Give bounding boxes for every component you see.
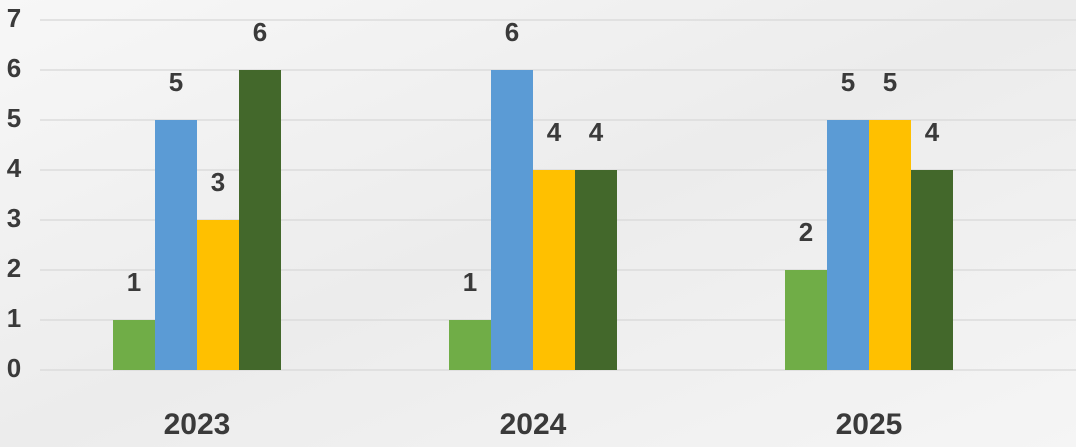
- data-label: 4: [925, 117, 940, 147]
- bar: [113, 320, 155, 370]
- data-label: 3: [211, 167, 225, 197]
- y-tick-label: 5: [7, 103, 21, 133]
- y-tick-label: 1: [7, 303, 21, 333]
- bar: [491, 70, 533, 370]
- bar: [155, 120, 197, 370]
- data-label: 5: [841, 67, 855, 97]
- bar: [911, 170, 953, 370]
- x-tick-label: 2024: [500, 408, 567, 441]
- bar: [575, 170, 617, 370]
- data-label: 1: [463, 267, 477, 297]
- bar: [533, 170, 575, 370]
- data-label: 6: [505, 17, 519, 47]
- y-tick-label: 2: [7, 253, 21, 283]
- data-label: 6: [253, 17, 267, 47]
- data-label: 1: [127, 267, 141, 297]
- y-tick-label: 6: [7, 53, 21, 83]
- data-label: 4: [589, 117, 604, 147]
- y-tick-label: 4: [7, 153, 22, 183]
- bar: [785, 270, 827, 370]
- bar: [239, 70, 281, 370]
- bar: [449, 320, 491, 370]
- x-tick-label: 2025: [836, 408, 903, 441]
- bar: [827, 120, 869, 370]
- bar: [197, 220, 239, 370]
- data-label: 5: [169, 67, 183, 97]
- data-label: 4: [547, 117, 562, 147]
- data-label: 2: [799, 217, 813, 247]
- y-tick-label: 0: [7, 353, 21, 383]
- y-tick-label: 3: [7, 203, 21, 233]
- data-label: 5: [883, 67, 897, 97]
- bar: [869, 120, 911, 370]
- x-tick-label: 2023: [164, 408, 231, 441]
- y-tick-label: 7: [7, 3, 21, 33]
